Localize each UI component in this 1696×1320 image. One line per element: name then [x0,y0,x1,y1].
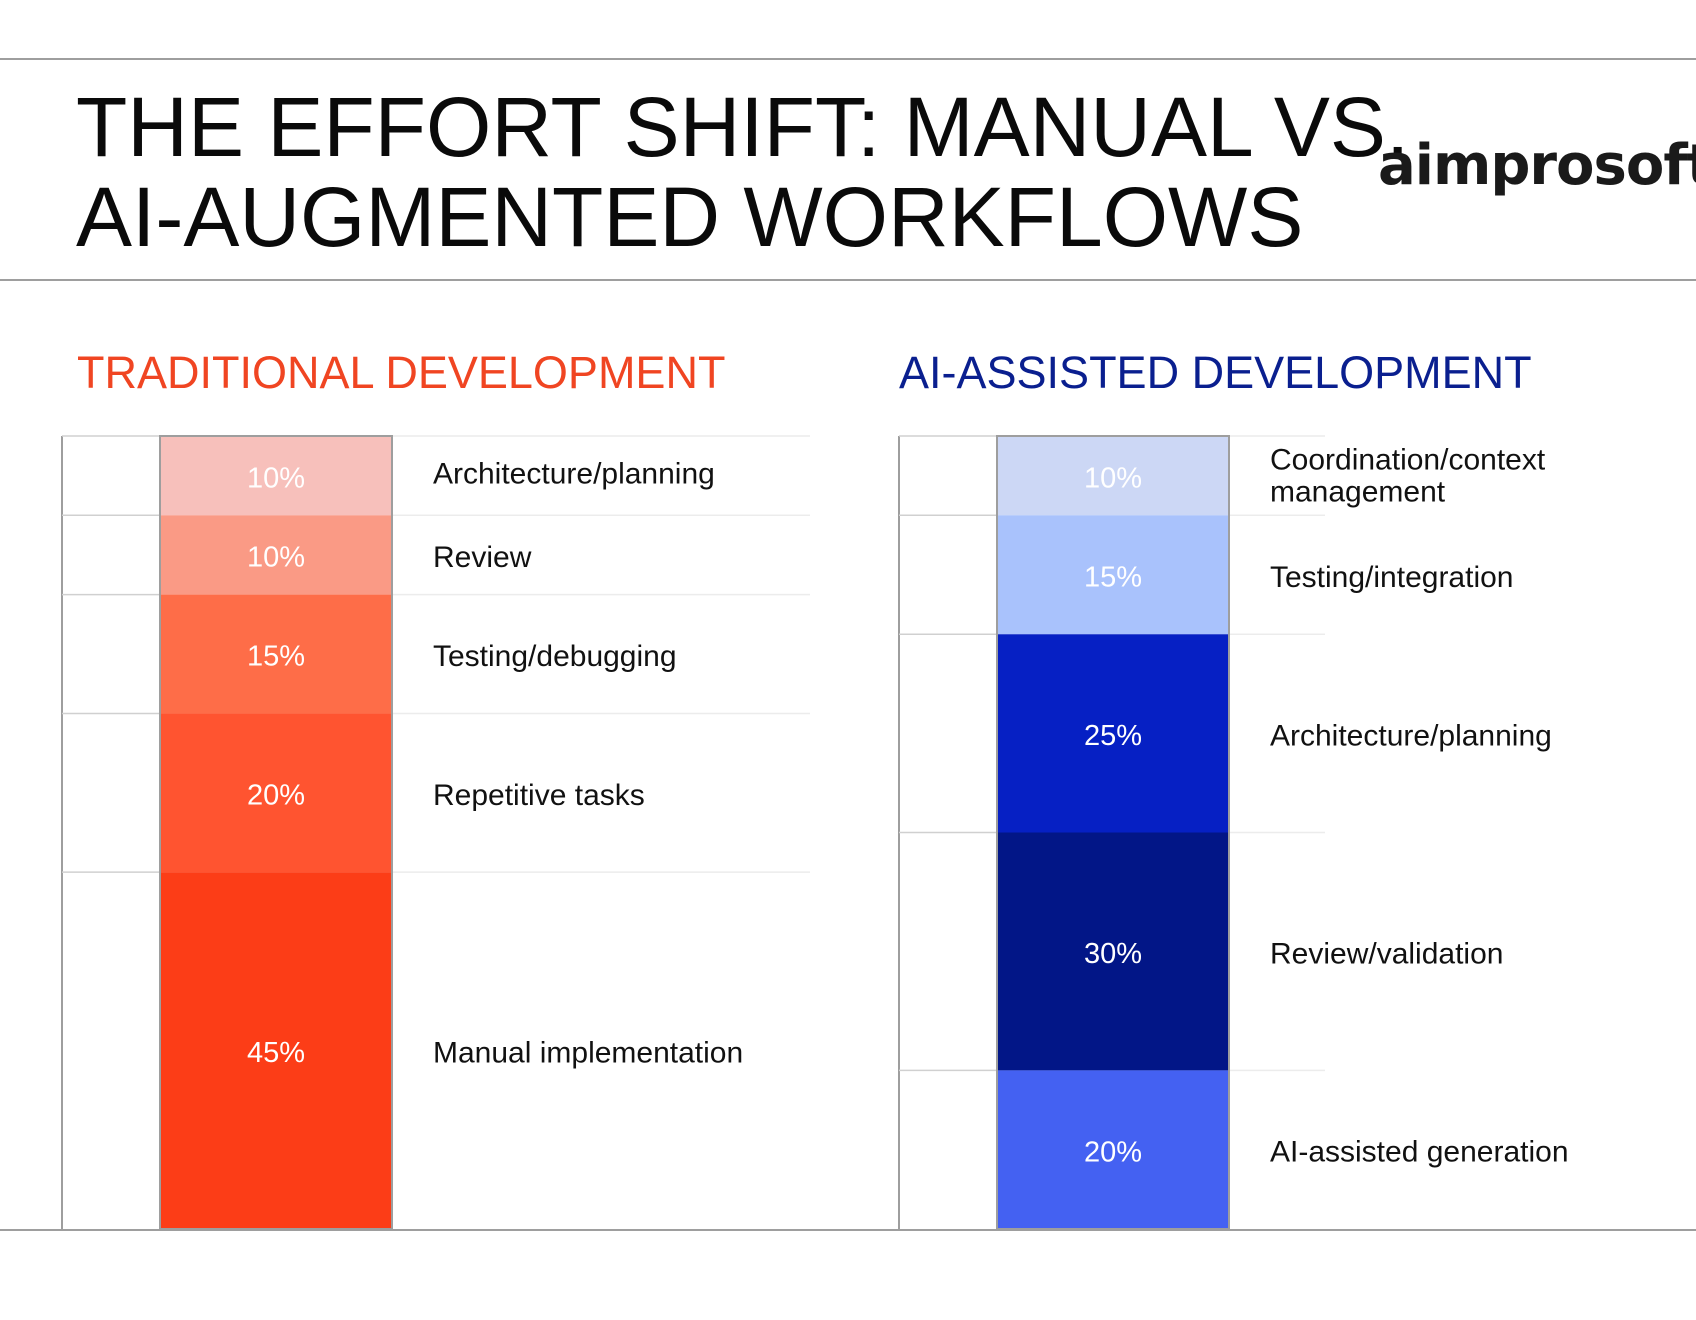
ai-assisted-bar-outline [996,435,1230,1230]
top-rule [0,58,1696,60]
traditional-segment-1 [160,436,392,516]
ai-assisted-value-label-2: 15% [1084,561,1142,593]
traditional-segment-5 [160,872,392,1229]
traditional-segment-4 [160,713,392,873]
traditional-category-label-4: Repetitive tasks [433,779,645,812]
traditional-segment-2 [160,515,392,595]
traditional-category-label-2: Review [433,541,532,574]
traditional-heading: TRADITIONAL DEVELOPMENT [77,347,726,398]
page-title-line-2: AI-AUGMENTED WORKFLOWS [76,170,1304,264]
traditional-value-label-5: 45% [247,1037,305,1069]
ai-assisted-segment-2 [997,515,1229,635]
ai-assisted-segment-1 [997,436,1229,516]
ai-assisted-value-label-4: 30% [1084,938,1142,970]
ai-assisted-value-label-5: 20% [1084,1136,1142,1168]
brand-logo: aimprosoft [1378,133,1696,198]
ai-assisted-value-label-1: 10% [1084,462,1142,494]
ai-assisted-category-label-3: Architecture/planning [1270,719,1552,752]
traditional-category-label-1: Architecture/planning [433,458,715,491]
traditional-bar-outline [159,435,393,1230]
traditional-value-label-1: 10% [247,462,305,494]
traditional-value-label-4: 20% [247,780,305,812]
ai-assisted-category-label-4: Review/validation [1270,937,1503,970]
bottom-rule [0,1229,1696,1231]
ai-assisted-segment-5 [997,1070,1229,1229]
ai-assisted-heading: AI-ASSISTED DEVELOPMENT [899,347,1532,398]
ai-assisted-value-label-3: 25% [1084,720,1142,752]
traditional-value-label-2: 10% [247,542,305,574]
traditional-category-label-5: Manual implementation [433,1036,743,1069]
ai-assisted-category-label-2: Testing/integration [1270,561,1514,594]
ai-assisted-segment-4 [997,832,1229,1071]
ai-assisted-segment-3 [997,634,1229,833]
traditional-category-label-3: Testing/debugging [433,640,677,673]
page-title: THE EFFORT SHIFT: MANUAL VS. AI-AUGMENTE… [76,80,1410,264]
header-rule [0,279,1696,281]
traditional-value-label-3: 15% [247,641,305,673]
ai-assisted-category-label-1: Coordination/context management [1270,444,1546,509]
ai-assisted-category-label-5: AI-assisted generation [1270,1136,1569,1169]
page-title-line-1: THE EFFORT SHIFT: MANUAL VS. [76,80,1410,174]
traditional-segment-3 [160,594,392,714]
